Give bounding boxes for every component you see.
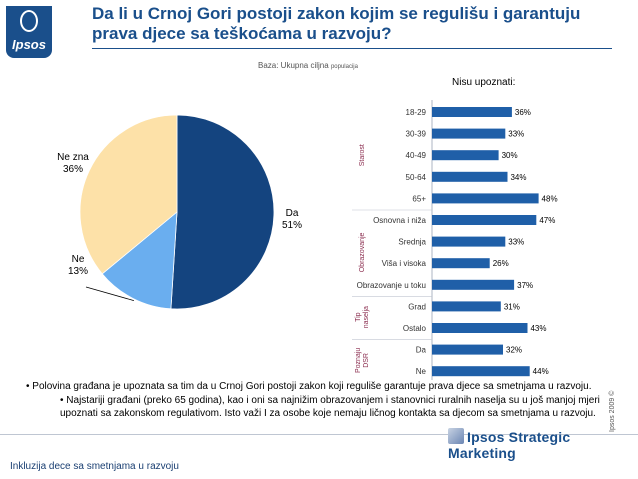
pie-slice-1 (101, 211, 178, 310)
bar-group-label-1: Obrazovanje (359, 232, 366, 272)
bar-group-label-3-0: Poznaju (355, 348, 362, 373)
bar-category-label-5: Osnovna i niža (373, 216, 426, 225)
bar-value-label-6: 33% (508, 238, 524, 247)
footer-project: Inkluzija dece sa smetnjama u razvoju (10, 461, 179, 472)
title-divider (92, 48, 612, 49)
bar-value-label-7: 26% (493, 259, 509, 268)
bar-value-label-3: 34% (510, 173, 526, 182)
notes: • Polovina građana je upoznata sa tim da… (26, 380, 610, 420)
page-title: Da li u Crnoj Gori postoji zakon kojim s… (92, 4, 581, 43)
bar-category-label-3: 50-64 (406, 173, 427, 182)
bar-category-label-4: 65+ (412, 194, 426, 203)
bar-8 (432, 279, 515, 290)
bar-group-label-2-0: Tip (355, 312, 362, 322)
base-note: Baza: Ukupna ciljna populacija (258, 61, 358, 70)
bar-value-label-5: 47% (539, 216, 555, 225)
bar-value-label-8: 37% (517, 281, 533, 290)
note-2: • Najstariji građani (preko 65 godina), … (60, 395, 600, 419)
bar-0 (432, 107, 512, 117)
pie-leader-line (85, 286, 135, 301)
bar-value-label-12: 44% (533, 367, 549, 376)
bar-category-label-8: Obrazovanje u toku (357, 281, 426, 290)
ipsos-logo: Ipsos (6, 6, 52, 58)
footer-divider (0, 434, 638, 435)
bar-category-label-0: 18-29 (406, 108, 427, 117)
bar-chart-title: Nisu upoznati: (452, 77, 516, 88)
bar-5 (432, 215, 537, 225)
bar-1 (432, 128, 506, 139)
bar-value-label-2: 30% (502, 151, 518, 160)
bar-category-label-11: Da (416, 346, 427, 355)
bar-2 (432, 150, 499, 161)
bar-3 (432, 171, 508, 182)
note-1: • Polovina građana je upoznata sa tim da… (26, 381, 592, 392)
pie-value-label-0: 51% (282, 220, 302, 231)
bar-category-label-6: Srednja (398, 238, 426, 247)
bar-category-label-1: 30-39 (406, 130, 427, 139)
pie-label-1: Ne (72, 254, 85, 265)
bar-10 (432, 323, 528, 333)
copyright: Ipsos 2009 © (609, 390, 616, 432)
pie-slice-2 (79, 114, 178, 275)
pie-label-2: Ne zna (57, 152, 89, 163)
bar-11 (432, 344, 503, 355)
bar-category-label-10: Ostalo (403, 324, 427, 333)
bar-7 (432, 258, 490, 269)
bar-category-label-12: Ne (416, 367, 427, 376)
bar-9 (432, 301, 501, 312)
bar-value-label-10: 43% (530, 324, 546, 333)
bar-category-label-2: 40-49 (406, 151, 427, 160)
footer-brand-text: Ipsos Strategic Marketing (448, 429, 571, 461)
bar-category-label-9: Grad (408, 302, 426, 311)
ipsos-logo-icon (20, 10, 38, 32)
pie-value-label-1: 13% (68, 266, 88, 277)
bar-4 (432, 193, 539, 204)
pie-slice-0 (170, 114, 275, 310)
bar-group-label-3-1: DSR (363, 353, 370, 368)
pie-label-0: Da (286, 208, 299, 219)
footer-brand: Ipsos Strategic Marketing (448, 428, 638, 461)
bar-value-label-4: 48% (542, 194, 558, 203)
base-label: Baza: Ukupna ciljna (258, 61, 329, 70)
bar-value-label-0: 36% (515, 108, 531, 117)
brand-logo-icon (448, 428, 464, 444)
bar-category-label-7: Viša i visoka (382, 259, 427, 268)
bar-12 (432, 366, 530, 377)
bar-value-label-1: 33% (508, 130, 524, 139)
bar-group-label-2-1: naselja (363, 306, 370, 328)
pie-value-label-2: 36% (63, 164, 83, 175)
logo-text: Ipsos (12, 37, 46, 52)
bar-6 (432, 236, 506, 247)
bar-group-label-0: Starost (359, 144, 366, 166)
bar-value-label-11: 32% (506, 346, 522, 355)
bar-value-label-9: 31% (504, 302, 520, 311)
base-suffix: populacija (330, 64, 358, 70)
